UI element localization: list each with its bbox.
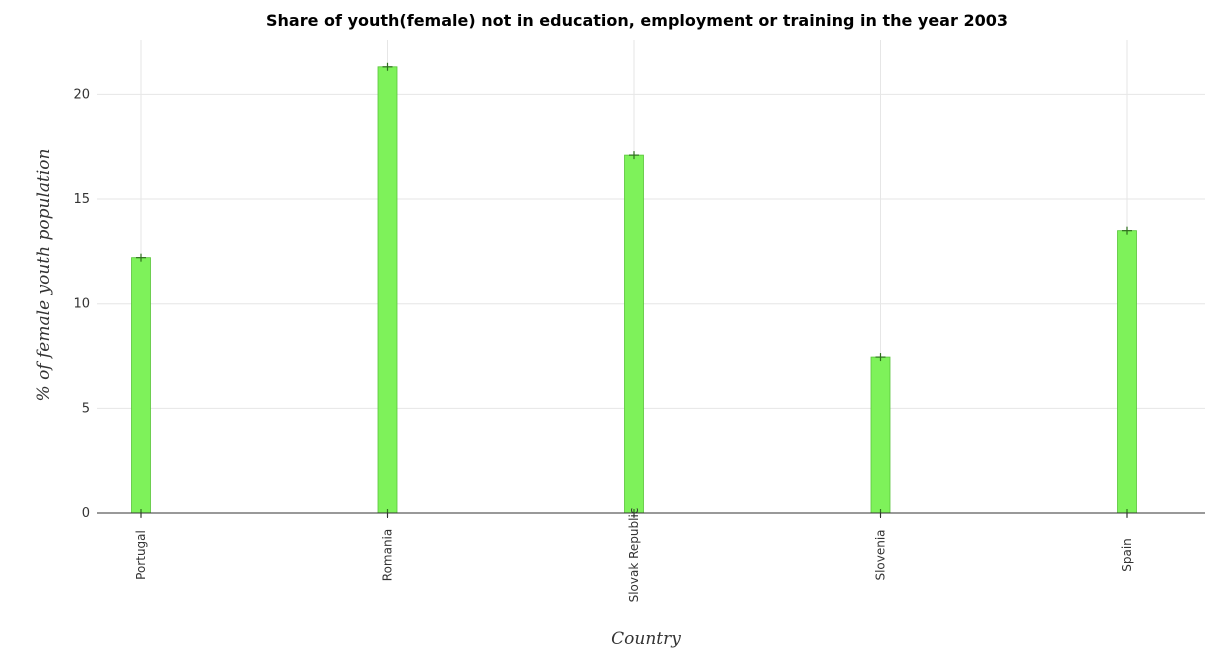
y-tick-label: 0 <box>82 506 90 521</box>
gridlines <box>97 40 1205 513</box>
y-tick-label: 20 <box>73 87 90 102</box>
y-tick-labels: 0 5 10 15 20 <box>73 87 90 521</box>
bars <box>131 62 1137 517</box>
x-tick-label: Slovenia <box>874 529 888 580</box>
y-axis-title: % of female youth population <box>34 149 54 402</box>
bar-spain <box>1117 230 1137 514</box>
y-tick-label: 15 <box>73 192 90 207</box>
x-tick-label: Spain <box>1120 538 1134 572</box>
x-axis-title: Country <box>611 629 681 649</box>
bar-slovak-republic <box>624 154 644 514</box>
x-tick-label: Portugal <box>134 530 148 580</box>
x-tick-label: Romania <box>381 529 395 581</box>
x-tick-label: Slovak Republic <box>627 508 641 603</box>
bar-portugal <box>131 257 151 514</box>
bar-romania <box>377 66 398 514</box>
y-tick-label: 5 <box>82 401 90 416</box>
bar-slovenia <box>870 356 891 514</box>
chart-title: Share of youth(female) not in education,… <box>266 11 1008 30</box>
y-tick-label: 10 <box>73 297 90 312</box>
x-tick-labels: Portugal Romania Slovak Republic Slovenia Sp… <box>134 508 1134 603</box>
